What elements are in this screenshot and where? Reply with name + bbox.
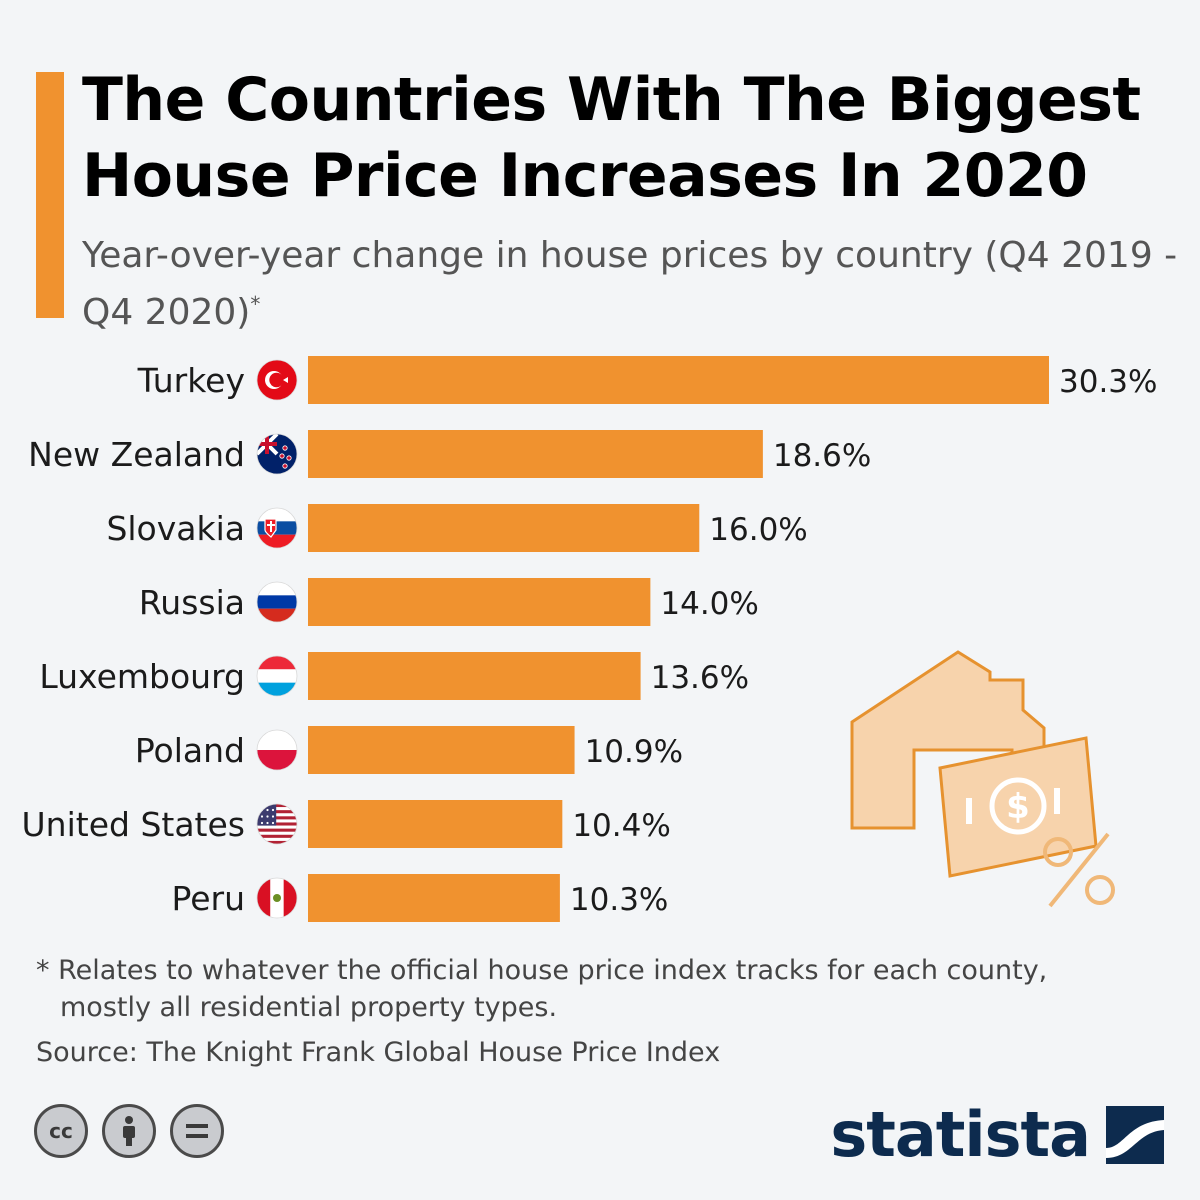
bar <box>308 504 700 552</box>
data-label: 18.6% <box>773 438 871 474</box>
data-label: 14.0% <box>660 586 758 622</box>
chart-subtitle: Year-over-year change in house prices by… <box>82 232 1182 337</box>
svg-text:$: $ <box>1006 787 1030 827</box>
bar <box>308 356 1049 404</box>
data-label: 13.6% <box>651 660 749 696</box>
statista-logo[interactable]: statista <box>830 1098 1164 1171</box>
attribution-icon[interactable] <box>102 1104 156 1158</box>
russia-flag-icon <box>256 581 298 623</box>
data-label: 30.3% <box>1059 364 1157 400</box>
peru-flag-icon <box>256 877 298 919</box>
bar-chart: 30.3% Turkey 18.6% New Zealand 16.0% Slovakia… <box>22 356 1157 922</box>
category-label: Poland <box>135 731 245 770</box>
license-icons: cc <box>34 1104 224 1158</box>
no-derivatives-icon[interactable] <box>170 1104 224 1158</box>
poland-flag-icon <box>256 729 298 771</box>
source-note: Source: The Knight Frank Global House Pr… <box>36 1037 721 1068</box>
bar <box>308 652 641 700</box>
house-price-illustration: $ <box>850 650 1115 908</box>
footnote: * Relates to whatever the official house… <box>36 952 1136 1026</box>
percent-sign-icon <box>1043 832 1115 908</box>
subtitle-footnote-ref: * <box>250 292 261 316</box>
category-label: Russia <box>139 583 245 622</box>
bar <box>308 726 575 774</box>
turkey-flag-icon <box>256 359 298 401</box>
new-zealand-flag-icon <box>256 433 298 475</box>
data-label: 10.3% <box>570 882 668 918</box>
logo-text: statista <box>830 1098 1091 1171</box>
data-label: 16.0% <box>709 512 807 548</box>
cc-icon[interactable]: cc <box>34 1104 88 1158</box>
bar <box>308 430 763 478</box>
dollar-coin-icon <box>989 777 1047 835</box>
bar <box>308 874 560 922</box>
data-label: 10.9% <box>585 734 683 770</box>
chart-title: The Countries With The Biggest House Pri… <box>82 65 1141 211</box>
united-states-flag-icon <box>256 803 298 845</box>
slovakia-flag-icon <box>256 507 298 549</box>
footnote-line-1: * Relates to whatever the official house… <box>36 955 1048 986</box>
category-label: Peru <box>171 879 245 918</box>
category-label: Luxembourg <box>39 657 245 696</box>
category-label: New Zealand <box>28 435 245 474</box>
bar <box>308 800 563 848</box>
accent-bar <box>36 72 64 318</box>
bar <box>308 578 651 626</box>
luxembourg-flag-icon <box>256 655 298 697</box>
category-label: Turkey <box>137 361 245 400</box>
category-label: United States <box>22 805 245 844</box>
footnote-line-2: mostly all residential property types. <box>60 992 558 1023</box>
statista-logo-icon <box>1106 1105 1164 1164</box>
category-label: Slovakia <box>106 509 245 548</box>
subtitle-text: Year-over-year change in house prices by… <box>82 235 1178 333</box>
data-label: 10.4% <box>572 808 670 844</box>
